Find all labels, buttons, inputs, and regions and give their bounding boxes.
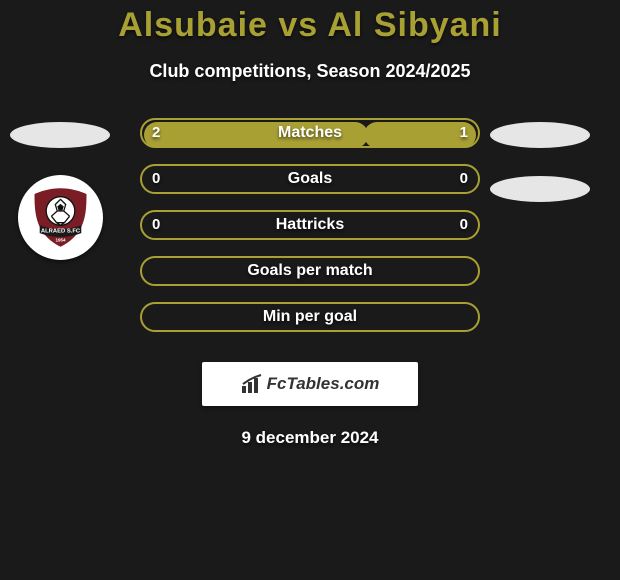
watermark[interactable]: FcTables.com [202,362,418,406]
chart-icon [241,374,263,394]
logo-year: 1954 [55,238,66,243]
ellipse-left-1 [10,122,110,148]
stat-row: Goals per match [0,256,620,286]
club-logo-icon: ALRAED S.FC 1954 [28,185,93,250]
stat-row: Min per goal [0,302,620,332]
page-title: Alsubaie vs Al Sibyani [0,0,620,45]
stat-fill-p2 [364,122,476,148]
stat-track [140,256,480,286]
root: Alsubaie vs Al Sibyani Club competitions… [0,0,620,580]
ellipse-right-1 [490,122,590,148]
stat-track [140,118,480,148]
page-subtitle: Club competitions, Season 2024/2025 [0,61,620,82]
stat-track [140,164,480,194]
watermark-text: FcTables.com [267,374,380,394]
stat-track [140,210,480,240]
ellipse-right-2 [490,176,590,202]
date-text: 9 december 2024 [0,428,620,448]
stat-track [140,302,480,332]
logo-banner-text: ALRAED S.FC [41,228,81,234]
stat-fill-p1 [144,122,368,148]
